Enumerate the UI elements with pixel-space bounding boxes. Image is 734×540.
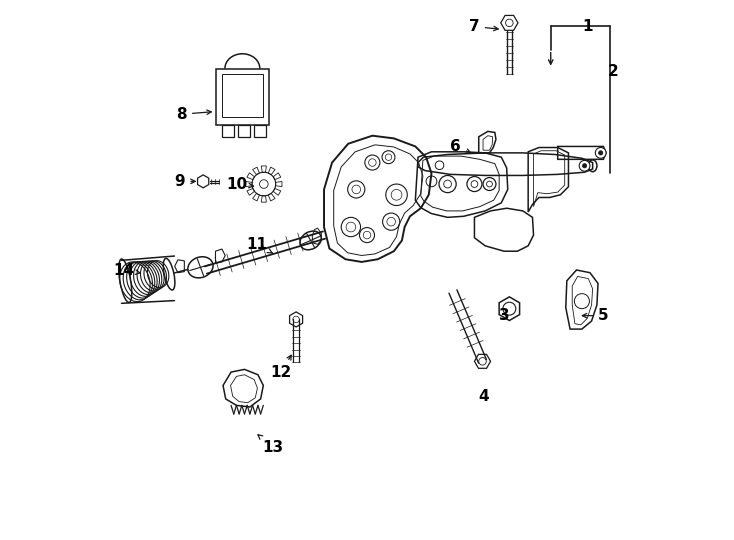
Circle shape	[598, 151, 603, 155]
Text: 1: 1	[582, 18, 592, 33]
Circle shape	[579, 160, 590, 171]
Text: 13: 13	[258, 435, 283, 455]
Text: 11: 11	[247, 237, 272, 253]
Text: 10: 10	[226, 177, 253, 192]
Text: 7: 7	[469, 19, 498, 34]
Text: 14: 14	[114, 262, 140, 278]
Text: 12: 12	[270, 355, 291, 380]
Circle shape	[595, 147, 606, 158]
Text: 2: 2	[608, 64, 619, 79]
Text: 9: 9	[175, 174, 195, 189]
Text: 5: 5	[582, 308, 608, 323]
Text: 8: 8	[176, 107, 211, 122]
Text: 6: 6	[450, 139, 470, 154]
Circle shape	[582, 164, 586, 168]
Text: 3: 3	[498, 308, 509, 323]
Text: 4: 4	[479, 389, 490, 404]
